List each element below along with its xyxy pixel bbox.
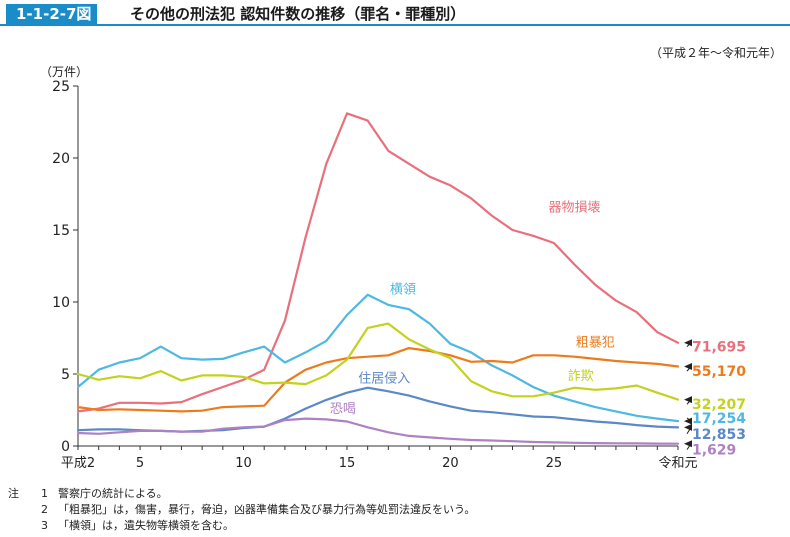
note-text: 「粗暴犯」は，傷害，暴行，脅迫，凶器準備集合及び暴力行為等処罰法違反をいう。 [58,503,476,516]
end-value-label: 1,629 [692,443,736,459]
note-number: 1 [41,487,48,500]
figure-number: 1-1-2-7図 [6,4,98,24]
figure-title: その他の刑法犯 認知件数の推移（罪名・罪種別） [130,5,466,23]
end-value-label: 12,853 [692,427,746,443]
note-prefix [8,518,28,534]
y-axis-unit-label: （万件） [40,65,88,79]
end-label-arrowhead [684,396,692,404]
note-item: 3 「横領」は，遺失物等横領を含む。 [8,518,475,534]
x-tick-label: 5 [136,456,144,471]
end-value-label: 32,207 [692,397,746,413]
note-number: 2 [41,503,48,516]
end-label-arrowhead [684,339,692,347]
note-item: 2 「粗暴犯」は，傷害，暴行，脅迫，凶器準備集合及び暴力行為等処罰法違反をいう。 [8,502,475,518]
x-tick-label: 25 [546,456,563,471]
y-tick-label: 5 [61,367,70,383]
period-note: （平成２年〜令和元年） [649,46,782,60]
y-tick-label: 0 [61,439,70,455]
end-value-label: 17,254 [692,411,746,427]
y-tick-label: 25 [52,79,70,95]
note-text: 「横領」は，遺失物等横領を含む。 [58,519,234,532]
end-value-label: 55,170 [692,364,746,380]
y-tick-label: 10 [52,295,70,311]
y-tick-label: 15 [52,223,70,239]
end-label-arrowhead [684,423,692,431]
series-line [76,322,680,401]
series-label: 横領 [390,281,416,297]
chart-axes: （万件） 0 5 10 15 20 25 平成2 5 10 15 20 25 令和元 [40,65,698,471]
series-line [76,347,680,413]
series-label: 恐喝 [330,402,356,417]
series-label: 器物損壊 [549,200,601,215]
x-tick-label: 令和元 [658,456,697,471]
series-line [76,417,680,445]
note-item: 注 1 警察庁の統計による。 [8,486,475,502]
series-label: 詐欺 [568,368,594,384]
series-line [76,293,680,423]
chart-series [76,112,680,445]
x-tick-label: 10 [235,456,252,471]
notes-section: 注 1 警察庁の統計による。 2 「粗暴犯」は，傷害，暴行，脅迫，凶器準備集合及び暴力行… [8,486,475,534]
end-value-label: 71,695 [692,340,746,356]
series-line [76,386,680,433]
series-line [76,112,680,413]
x-tick-label: 20 [442,456,459,471]
header-rule [0,24,790,26]
note-number: 3 [41,519,48,532]
end-label-arrowhead [684,417,692,425]
end-label-arrowhead [684,363,692,371]
y-tick-label: 20 [52,151,70,167]
note-prefix [8,502,28,518]
figure-header: 1-1-2-7図 その他の刑法犯 認知件数の推移（罪名・罪種別） [0,0,790,28]
note-text: 警察庁の統計による。 [58,487,168,500]
x-tick-label: 15 [339,456,356,471]
series-label: 住居侵入 [358,371,410,387]
series-label: 粗暴犯 [576,336,615,351]
note-prefix: 注 [8,487,19,500]
end-label-arrowhead [684,440,692,448]
x-tick-label: 平成2 [61,456,95,471]
